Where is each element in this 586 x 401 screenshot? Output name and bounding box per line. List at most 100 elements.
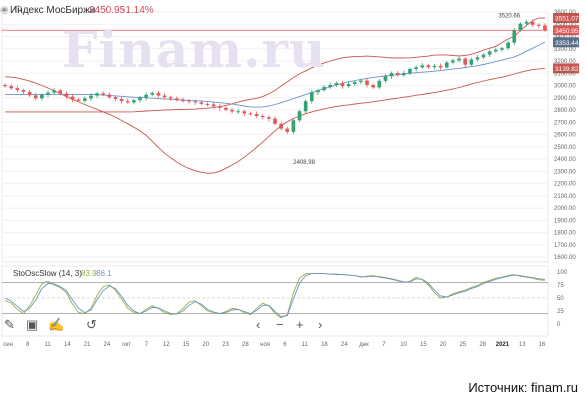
candle-body bbox=[132, 100, 136, 103]
price-tick-label: 3200.00 bbox=[554, 59, 576, 65]
zoom-in-icon[interactable]: + bbox=[296, 317, 304, 332]
candle-body bbox=[303, 101, 308, 112]
candle-body bbox=[217, 106, 222, 108]
stoch-k-line bbox=[4, 273, 545, 319]
candle-body bbox=[144, 94, 149, 98]
zoom-out-icon[interactable]: − bbox=[276, 317, 284, 332]
price-chart[interactable]: 3551.07 3450.95 3353.44 3139.82 3520.66 2408.… bbox=[0, 0, 586, 360]
last-price: 3450.95 bbox=[89, 5, 126, 16]
candle-body bbox=[58, 90, 63, 94]
candle-body bbox=[322, 87, 326, 91]
candle-body bbox=[285, 128, 290, 132]
candle-body bbox=[101, 93, 106, 95]
candle-body bbox=[334, 83, 339, 85]
price-tag-label: 3450.95 bbox=[555, 28, 579, 35]
candle-body bbox=[543, 25, 547, 31]
price-tick-label: 2100.00 bbox=[554, 194, 576, 200]
eye-icon[interactable]: ◉ bbox=[0, 5, 9, 16]
indicator-tick-label: 25 bbox=[557, 309, 564, 315]
price-axis-labels: 1600.00 1700.00 1800.00 1900.00 2000.00 2100.… bbox=[554, 10, 576, 261]
candle-body bbox=[444, 62, 449, 68]
candle-body bbox=[389, 73, 394, 77]
stoch-d-line bbox=[4, 273, 545, 318]
time-tick-label: 11 bbox=[44, 342, 51, 348]
price-tag bbox=[553, 37, 579, 48]
gear-icon[interactable]: ⚙ bbox=[13, 4, 24, 16]
candle-body bbox=[359, 80, 363, 83]
indicator-tick-label: 50 bbox=[557, 296, 564, 302]
price-tag bbox=[553, 25, 579, 36]
price-tick-label: 2400.00 bbox=[554, 157, 576, 163]
candle-body bbox=[340, 83, 345, 87]
candle-body bbox=[150, 92, 155, 95]
time-tick-label: 6 bbox=[283, 342, 287, 348]
candle-body bbox=[193, 101, 198, 103]
upper-band-line bbox=[5, 17, 545, 113]
price-tick-label: 3300.00 bbox=[554, 47, 576, 53]
candle-body bbox=[451, 60, 455, 63]
candle-body bbox=[273, 118, 277, 124]
candle-body bbox=[426, 65, 431, 68]
candle-body bbox=[33, 95, 38, 99]
candle-body bbox=[291, 120, 296, 132]
price-tick-label: 2200.00 bbox=[554, 182, 576, 188]
candle-body bbox=[82, 98, 87, 101]
candle-body bbox=[21, 90, 26, 92]
candle-body bbox=[536, 24, 541, 26]
candle-body bbox=[420, 65, 425, 68]
candle-body bbox=[156, 92, 161, 96]
candle-body bbox=[248, 113, 253, 115]
candle-body bbox=[518, 23, 523, 31]
time-tick-label: 12 bbox=[163, 342, 170, 348]
candle-body bbox=[113, 97, 118, 100]
candle-body bbox=[211, 104, 216, 107]
candle-body bbox=[46, 92, 50, 95]
time-tick-label: дек bbox=[359, 342, 369, 348]
candle-body bbox=[64, 93, 69, 97]
back-arrow-icon[interactable]: ‹ bbox=[256, 317, 261, 332]
candle-body bbox=[463, 58, 468, 65]
candle-body bbox=[125, 101, 130, 103]
candle-body bbox=[457, 58, 461, 61]
candle-body bbox=[40, 94, 44, 99]
time-tick-label: окт bbox=[122, 342, 131, 348]
candle-body bbox=[9, 86, 14, 89]
time-tick-label: 8 bbox=[26, 342, 30, 348]
candle-body bbox=[181, 100, 185, 102]
price-tag-label: 3139.82 bbox=[555, 66, 579, 73]
time-tick-label: 24 bbox=[104, 342, 111, 348]
candles bbox=[3, 19, 547, 135]
candle-body bbox=[377, 80, 382, 88]
time-tick-label: 23 bbox=[222, 342, 229, 348]
time-tick-label: 20 bbox=[202, 342, 209, 348]
time-tick-label: 24 bbox=[341, 342, 348, 348]
forward-arrow-icon[interactable]: › bbox=[318, 317, 323, 332]
calendar-icon[interactable]: ▣ bbox=[26, 317, 39, 332]
candle-body bbox=[309, 92, 314, 102]
candle-body bbox=[401, 73, 406, 76]
moving-average-line bbox=[5, 41, 546, 108]
time-tick-label: 7 bbox=[382, 342, 386, 348]
candle-body bbox=[242, 111, 247, 114]
candle-body bbox=[138, 97, 142, 101]
candle-body bbox=[267, 117, 271, 119]
candle-body bbox=[52, 90, 56, 93]
price-tick-label: 1800.00 bbox=[554, 231, 576, 237]
pencil-icon[interactable]: ✎ bbox=[4, 317, 15, 332]
price-tick-label: 1600.00 bbox=[554, 255, 576, 261]
candle-body bbox=[279, 123, 283, 129]
price-tick-label: 3400.00 bbox=[554, 35, 576, 41]
time-tick-label: 18 bbox=[321, 342, 328, 348]
candle-body bbox=[512, 30, 517, 43]
watermark: Finam.ru bbox=[62, 20, 327, 79]
indicator-axis-labels: 0 25 50 75 100 bbox=[557, 270, 568, 328]
price-levels: 3551.07 3450.95 3353.44 3139.82 3520.66 2408.… bbox=[2, 13, 579, 166]
candle-body bbox=[224, 107, 228, 110]
edit-icon[interactable]: ✍ bbox=[48, 317, 65, 332]
time-tick-label: 2021 bbox=[496, 342, 510, 348]
undo-icon[interactable]: ↺ bbox=[86, 317, 97, 332]
price-tick-label: 2000.00 bbox=[554, 206, 576, 212]
candle-body bbox=[162, 95, 167, 98]
candle-body bbox=[328, 84, 333, 87]
price-tick-label: 3500.00 bbox=[554, 22, 576, 28]
